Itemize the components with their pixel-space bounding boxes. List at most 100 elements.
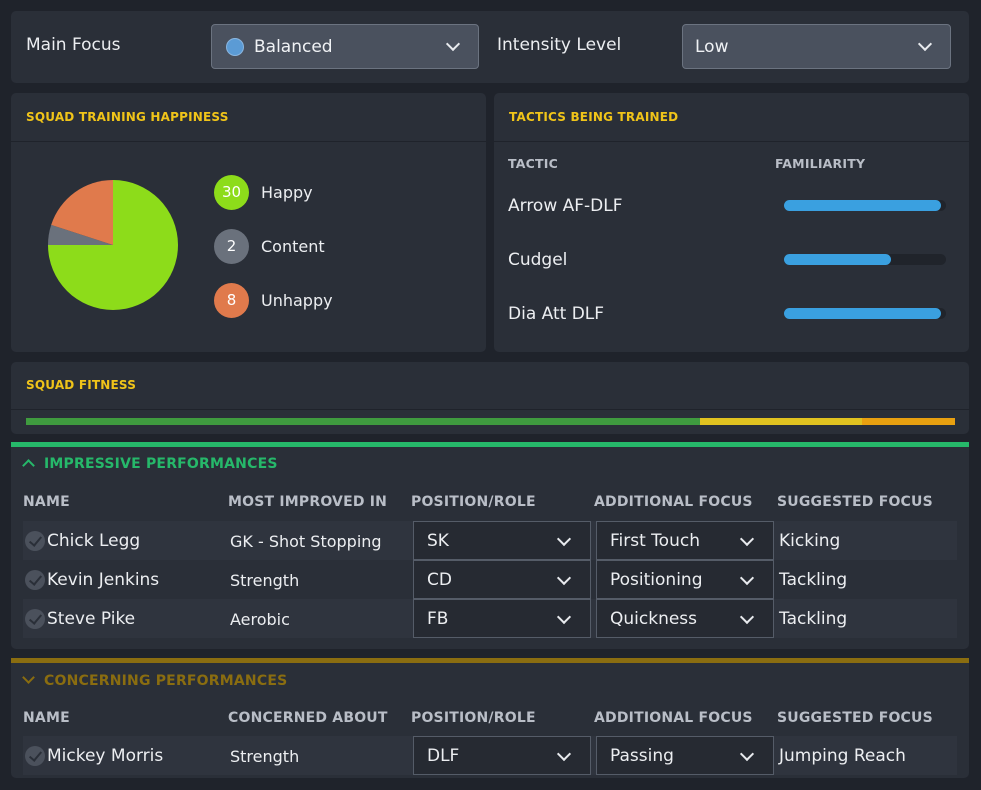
additional-focus-select[interactable]: Passing xyxy=(596,736,774,775)
position-role-value: CD xyxy=(427,570,452,590)
divider xyxy=(494,141,969,142)
chevron-down-icon xyxy=(917,36,933,52)
suggested-focus: Jumping Reach xyxy=(779,746,906,766)
suggested-focus: Tackling xyxy=(779,570,848,590)
column-header-detail: MOST IMPROVED IN xyxy=(228,494,388,510)
concerning-performances-panel: CONCERNING PERFORMANCES NAME CONCERNED A… xyxy=(11,658,969,778)
chevron-down-icon xyxy=(739,746,755,762)
position-role-value: SK xyxy=(427,531,449,551)
content-label: Content xyxy=(261,237,325,256)
section-title[interactable]: IMPRESSIVE PERFORMANCES xyxy=(44,456,278,472)
tactic-name[interactable]: Cudgel xyxy=(508,250,568,270)
familiarity-bar-fill xyxy=(784,254,891,265)
familiarity-bar xyxy=(784,308,946,319)
content-count-badge: 2 xyxy=(214,229,249,264)
additional-focus-value: Quickness xyxy=(610,609,698,629)
position-role-value: DLF xyxy=(427,746,460,766)
fitness-segment xyxy=(862,418,955,425)
familiarity-bar-fill xyxy=(784,200,942,211)
familiarity-bar xyxy=(784,254,946,265)
column-header-suggested: SUGGESTED FOCUS xyxy=(777,494,933,510)
column-header-position: POSITION/ROLE xyxy=(411,710,536,726)
column-header-additional: ADDITIONAL FOCUS xyxy=(594,710,753,726)
training-focus-bar: Main Focus Balanced Intensity Level Low xyxy=(11,11,969,83)
main-focus-label: Main Focus xyxy=(26,35,121,55)
table-row: Kevin Jenkins Strength CD Positioning Ta… xyxy=(23,560,957,599)
additional-focus-value: Passing xyxy=(610,746,674,766)
additional-focus-value: First Touch xyxy=(610,531,700,551)
main-focus-value: Balanced xyxy=(254,37,333,57)
intensity-level-select[interactable]: Low xyxy=(682,24,951,69)
additional-focus-select[interactable]: Positioning xyxy=(596,560,774,599)
player-name[interactable]: Steve Pike xyxy=(47,609,136,629)
section-title: SQUAD FITNESS xyxy=(26,378,137,392)
position-role-select[interactable]: SK xyxy=(413,521,591,560)
chevron-up-icon[interactable] xyxy=(22,459,35,472)
most-improved: Aerobic xyxy=(230,610,290,629)
fitness-segment xyxy=(26,418,700,425)
player-name[interactable]: Chick Legg xyxy=(47,531,141,551)
unhappy-count-badge: 8 xyxy=(214,283,249,318)
squad-fitness-bar xyxy=(26,418,955,425)
check-icon[interactable] xyxy=(25,570,45,590)
squad-fitness-panel: SQUAD FITNESS xyxy=(11,362,969,434)
impressive-performances-panel: IMPRESSIVE PERFORMANCES NAME MOST IMPROV… xyxy=(11,442,969,649)
position-role-value: FB xyxy=(427,609,449,629)
additional-focus-select[interactable]: Quickness xyxy=(596,599,774,638)
squad-training-happiness-panel: SQUAD TRAINING HAPPINESS 30 Happy 2 Cont… xyxy=(11,93,486,352)
fitness-segment xyxy=(699,418,863,425)
position-role-select[interactable]: DLF xyxy=(413,736,591,775)
player-name[interactable]: Kevin Jenkins xyxy=(47,570,160,590)
chevron-down-icon[interactable] xyxy=(22,671,35,684)
suggested-focus: Kicking xyxy=(779,531,841,551)
intensity-level-label: Intensity Level xyxy=(497,35,622,55)
happy-label: Happy xyxy=(261,183,313,202)
section-accent-bar xyxy=(11,442,969,447)
concerned-about: Strength xyxy=(230,747,300,766)
divider xyxy=(11,141,486,142)
most-improved: Strength xyxy=(230,571,300,590)
column-header-position: POSITION/ROLE xyxy=(411,494,536,510)
familiarity-bar-fill xyxy=(784,308,942,319)
chevron-down-icon xyxy=(556,570,572,586)
tactic-name[interactable]: Arrow AF-DLF xyxy=(508,196,623,216)
familiarity-bar xyxy=(784,200,946,211)
section-title: SQUAD TRAINING HAPPINESS xyxy=(26,110,229,124)
suggested-focus: Tackling xyxy=(779,609,848,629)
tactic-column-header: TACTIC xyxy=(508,156,558,171)
chevron-down-icon xyxy=(739,609,755,625)
section-title[interactable]: CONCERNING PERFORMANCES xyxy=(44,673,288,689)
position-role-select[interactable]: CD xyxy=(413,560,591,599)
player-name[interactable]: Mickey Morris xyxy=(47,746,164,766)
most-improved: GK - Shot Stopping xyxy=(230,532,382,551)
pie-slice-unhappy xyxy=(51,180,113,245)
happy-count-badge: 30 xyxy=(214,175,249,210)
divider xyxy=(11,409,969,410)
unhappy-label: Unhappy xyxy=(261,291,333,310)
familiarity-column-header: FAMILIARITY xyxy=(775,156,866,171)
position-role-select[interactable]: FB xyxy=(413,599,591,638)
chevron-down-icon xyxy=(739,531,755,547)
check-icon[interactable] xyxy=(25,531,45,551)
pie-slice-content xyxy=(48,224,113,245)
section-accent-bar xyxy=(11,658,969,663)
additional-focus-select[interactable]: First Touch xyxy=(596,521,774,560)
chevron-down-icon xyxy=(556,746,572,762)
column-header-additional: ADDITIONAL FOCUS xyxy=(594,494,753,510)
column-header-detail: CONCERNED ABOUT xyxy=(228,710,388,726)
tactic-name[interactable]: Dia Att DLF xyxy=(508,304,605,324)
chevron-down-icon xyxy=(739,570,755,586)
section-title: TACTICS BEING TRAINED xyxy=(509,110,679,124)
table-row: Mickey Morris Strength DLF Passing Jumpi… xyxy=(23,736,957,775)
chevron-down-icon xyxy=(556,609,572,625)
check-icon[interactable] xyxy=(25,609,45,629)
table-row: Chick Legg GK - Shot Stopping SK First T… xyxy=(23,521,957,560)
check-icon[interactable] xyxy=(25,746,45,766)
column-header-suggested: SUGGESTED FOCUS xyxy=(777,710,933,726)
happiness-pie-chart xyxy=(48,180,178,310)
tactics-being-trained-panel: TACTICS BEING TRAINED TACTIC FAMILIARITY… xyxy=(494,93,969,352)
chevron-down-icon xyxy=(556,531,572,547)
additional-focus-value: Positioning xyxy=(610,570,703,590)
main-focus-select[interactable]: Balanced xyxy=(211,24,479,69)
column-header-name: NAME xyxy=(23,710,70,726)
